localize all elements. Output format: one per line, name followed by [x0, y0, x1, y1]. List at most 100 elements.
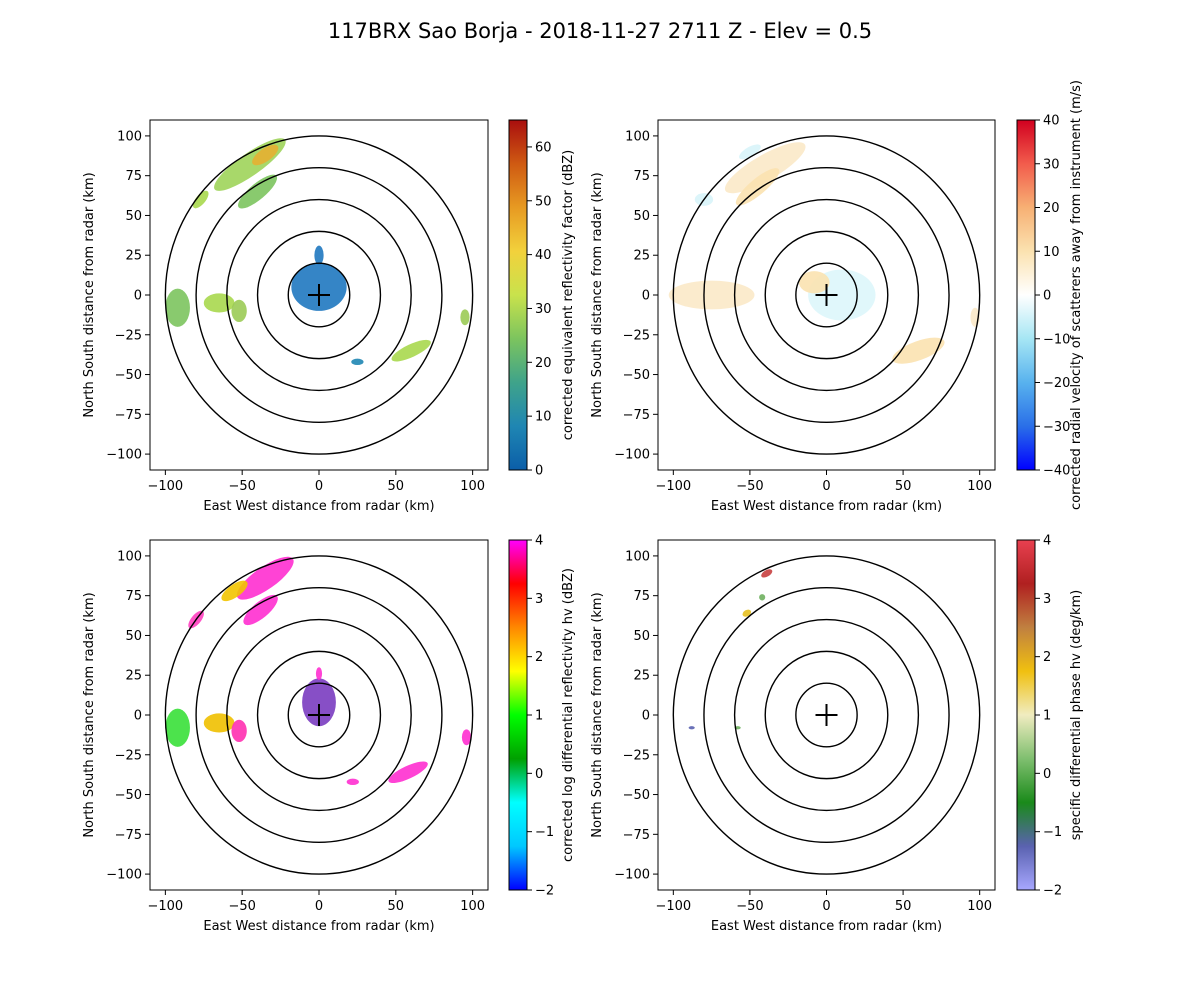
range-ring: [164, 555, 474, 875]
range-ring: [764, 230, 889, 360]
y-tick-label: 25: [125, 249, 142, 264]
y-tick-label: 25: [125, 669, 142, 684]
y-tick-label: −25: [115, 328, 142, 343]
y-tick-label: −25: [623, 328, 650, 343]
range-ring: [703, 167, 950, 423]
echo-cell: [231, 719, 247, 743]
x-tick-label: 100: [967, 479, 992, 494]
echo-cell: [351, 358, 364, 365]
range-ring: [226, 618, 412, 812]
y-tick-label: 75: [125, 589, 142, 604]
x-tick-label: 100: [460, 479, 485, 494]
colorbar: [508, 119, 528, 471]
colorbar-tick-label: 20: [1043, 201, 1060, 216]
colorbar-label: corrected equivalent reflectivity factor…: [561, 150, 576, 441]
echo-cell: [165, 708, 190, 747]
y-tick-label: 100: [117, 129, 142, 144]
colorbar-tick-label: −2: [1043, 884, 1062, 899]
echo-cell: [243, 594, 278, 626]
plot-area: [164, 555, 474, 875]
colorbar-label: corrected log differential reflectivity …: [561, 568, 576, 862]
colorbar-tick-label: 1: [1043, 709, 1051, 724]
y-tick-label: 100: [625, 549, 650, 564]
colorbar-tick-label: −2: [535, 884, 554, 899]
x-tick-label: 50: [895, 479, 912, 494]
x-tick-label: −50: [228, 479, 255, 494]
colorbar-tick-label: 10: [1043, 245, 1060, 260]
colorbar-tick-label: 20: [535, 356, 552, 371]
range-ring: [287, 682, 351, 748]
range-ring: [733, 198, 920, 392]
range-ring: [195, 587, 443, 843]
range-ring: [226, 198, 412, 392]
y-tick-label: 75: [633, 589, 650, 604]
echo-cell: [236, 556, 294, 600]
colorbar-tick-label: 40: [1043, 114, 1060, 129]
range-ring: [795, 682, 858, 748]
echo-cell: [252, 144, 279, 166]
y-tick-label: 0: [642, 289, 650, 304]
x-tick-label: 50: [388, 899, 405, 914]
range-ring: [256, 650, 382, 780]
y-tick-label: −50: [115, 368, 142, 383]
echo-cell: [759, 594, 766, 601]
colorbar-tick-label: 4: [1043, 534, 1051, 549]
colorbar-tick-label: −1: [535, 825, 554, 840]
y-tick-label: 75: [125, 169, 142, 184]
echo-cell: [165, 288, 190, 327]
colorbar-tick-label: 2: [535, 650, 543, 665]
echo-cell: [460, 309, 470, 326]
colorbar: [508, 539, 528, 891]
y-tick-label: −100: [106, 868, 142, 883]
y-tick-label: 50: [125, 209, 142, 224]
y-tick-label: 0: [642, 709, 650, 724]
x-tick-label: −100: [148, 479, 184, 494]
echo-cell: [346, 778, 359, 785]
y-tick-label: 25: [633, 249, 650, 264]
y-axis-label: North South distance from radar (km): [590, 592, 605, 837]
colorbar: [1016, 119, 1036, 471]
y-tick-label: 50: [633, 629, 650, 644]
echo-cell: [238, 174, 278, 209]
echo-cell: [388, 761, 428, 784]
y-tick-label: 100: [117, 549, 142, 564]
figure-title: 117BRX Sao Borja - 2018-11-27 2711 Z - E…: [328, 19, 872, 43]
y-tick-label: −25: [115, 748, 142, 763]
x-tick-label: 100: [460, 899, 485, 914]
y-tick-label: −75: [623, 408, 650, 423]
x-tick-label: −50: [736, 479, 763, 494]
range-ring: [764, 650, 889, 780]
x-axis-label: East West distance from radar (km): [203, 919, 434, 934]
range-ring: [256, 230, 382, 360]
y-tick-label: −75: [623, 828, 650, 843]
echo-cell: [742, 609, 752, 617]
echo-cell: [192, 190, 209, 209]
x-tick-label: 50: [895, 899, 912, 914]
echo-cell: [668, 280, 755, 310]
panel-reflectivity: −100 −50 0 50 100−100−75−50−250255075100East…: [82, 119, 576, 514]
echo-cell: [724, 142, 806, 194]
x-tick-label: 0: [315, 479, 323, 494]
y-tick-label: −25: [623, 748, 650, 763]
range-ring: [164, 135, 474, 455]
colorbar-tick-label: 0: [535, 767, 543, 782]
y-tick-label: −75: [115, 408, 142, 423]
colorbar-tick-label: 3: [535, 592, 543, 607]
colorbar-tick-label: 10: [535, 410, 552, 425]
y-tick-label: 50: [125, 629, 142, 644]
echo-cell: [739, 144, 761, 160]
y-tick-label: −75: [115, 828, 142, 843]
y-tick-label: 50: [633, 209, 650, 224]
colorbar-tick-label: 60: [535, 140, 552, 155]
y-tick-label: 0: [134, 289, 142, 304]
colorbar-tick-label: 0: [1043, 767, 1051, 782]
y-tick-label: −100: [614, 868, 650, 883]
plot-area: [164, 135, 474, 455]
x-axis-label: East West distance from radar (km): [711, 499, 942, 514]
colorbar: [1016, 539, 1036, 891]
x-tick-label: −100: [655, 899, 691, 914]
colorbar-tick-label: 3: [1043, 592, 1051, 607]
y-tick-label: −50: [623, 368, 650, 383]
y-tick-label: −100: [614, 448, 650, 463]
